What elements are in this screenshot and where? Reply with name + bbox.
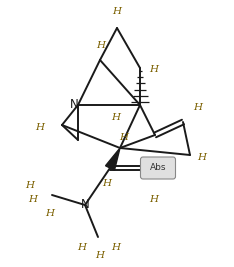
Text: N: N <box>70 99 78 112</box>
Text: H: H <box>111 112 121 121</box>
Text: Abs: Abs <box>150 163 166 172</box>
Text: H: H <box>45 209 55 218</box>
Text: H: H <box>95 252 105 261</box>
Text: H: H <box>111 244 121 253</box>
Text: H: H <box>26 182 34 190</box>
Text: H: H <box>77 244 87 253</box>
Text: H: H <box>197 154 206 163</box>
Text: H: H <box>113 7 121 17</box>
FancyBboxPatch shape <box>140 157 176 179</box>
Text: H: H <box>194 104 202 112</box>
Polygon shape <box>106 148 120 170</box>
Text: H: H <box>150 65 158 74</box>
Text: N: N <box>81 198 89 211</box>
Text: H: H <box>96 41 106 50</box>
Text: H: H <box>102 179 111 187</box>
Text: H: H <box>36 124 44 132</box>
Text: H: H <box>120 132 128 142</box>
Text: H: H <box>150 194 158 203</box>
Text: H: H <box>29 195 37 205</box>
